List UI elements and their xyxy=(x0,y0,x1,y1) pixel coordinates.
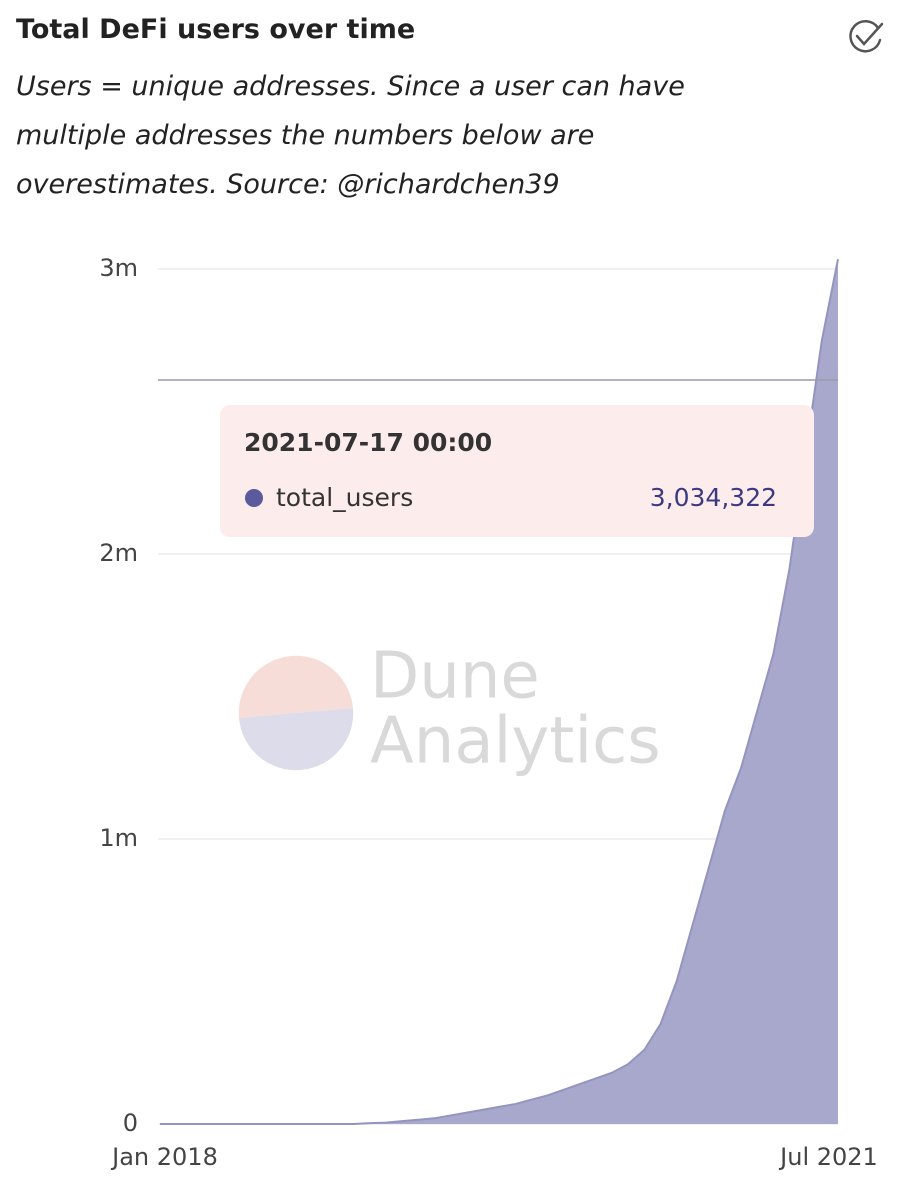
tooltip-series: total_users xyxy=(276,483,413,512)
chart-subtitle: Users = unique addresses. Since a user c… xyxy=(16,71,685,200)
y-tick-label: 2m xyxy=(99,539,138,567)
watermark-text: Dune xyxy=(370,640,540,714)
watermark-text: Analytics xyxy=(370,705,661,779)
line xyxy=(160,259,839,1125)
watermark-logo xyxy=(238,655,354,771)
tooltip-value: 3,034,322 xyxy=(650,483,777,512)
y-tick-label: 1m xyxy=(99,824,138,852)
y-tick-label: 0 xyxy=(123,1109,138,1137)
tooltip-title: 2021-07-17 00:00 xyxy=(244,428,492,457)
y-tick-label: 3m xyxy=(99,254,138,282)
x-tick-label: Jan 2018 xyxy=(110,1143,218,1171)
area xyxy=(160,259,838,1124)
check-icon[interactable] xyxy=(849,20,884,53)
tooltip-dot xyxy=(245,489,263,507)
x-tick-label: Jul 2021 xyxy=(778,1143,878,1171)
tooltip xyxy=(220,405,814,537)
chart-title: Total DeFi users over time xyxy=(16,14,416,45)
